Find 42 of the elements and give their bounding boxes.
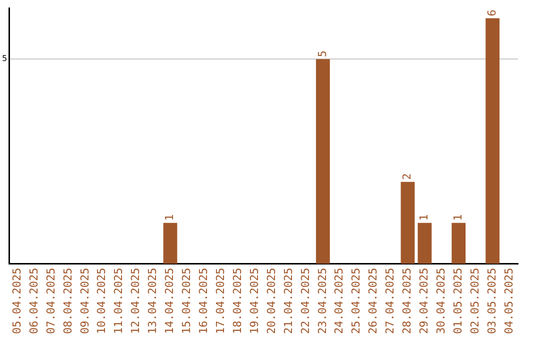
x-tick-label: 01.05.2025 [451,268,464,334]
x-tick-label: 25.04.2025 [350,268,363,334]
x-tick-label: 03.05.2025 [485,268,498,334]
data-label: 1 [451,214,464,221]
x-tick-label: 06.04.2025 [27,268,40,334]
x-tick-label: 14.04.2025 [163,268,176,334]
bar [486,18,500,264]
x-tick-label: 05.04.2025 [10,268,24,334]
data-label: 2 [400,173,414,180]
x-tick-label: 10.04.2025 [95,268,108,334]
data-label: 1 [163,214,176,221]
x-tick-label: 13.04.2025 [146,268,160,334]
x-tick-label: 19.04.2025 [248,268,261,334]
x-tick-label: 20.04.2025 [264,268,278,334]
x-tick-label: 17.04.2025 [214,268,227,334]
x-tick-label: 18.04.2025 [230,268,244,334]
x-tick-label: 07.04.2025 [44,268,58,334]
x-tick-label: 30.04.2025 [434,268,448,334]
x-tick-label: 08.04.2025 [61,268,74,334]
bar [163,222,178,264]
data-label: 5 [316,50,329,58]
x-tick-label: 22.04.2025 [298,268,312,334]
data-label: 6 [485,10,498,16]
x-tick-label: 11.04.2025 [112,268,126,334]
x-tick-label: 23.04.2025 [316,268,329,334]
x-tick-label: 29.04.2025 [418,268,431,334]
x-tick-label: 21.04.2025 [282,268,295,334]
x-tick-label: 24.04.2025 [332,268,346,334]
bar [316,59,330,264]
x-tick-label: 09.04.2025 [78,268,92,334]
data-label: 1 [418,214,431,221]
bar [452,222,466,264]
x-tick-label: 27.04.2025 [384,268,397,334]
x-tick-label: 16.04.2025 [197,268,210,334]
x-tick-label: 12.04.2025 [129,268,142,334]
x-tick-label: 02.05.2025 [468,268,482,334]
bar [418,222,432,264]
x-tick-label: 26.04.2025 [366,268,380,334]
x-tick-label: 28.04.2025 [400,268,414,334]
x-tick-label: 15.04.2025 [180,268,194,334]
x-tick-label: 04.05.2025 [502,268,516,334]
bar [400,182,415,264]
